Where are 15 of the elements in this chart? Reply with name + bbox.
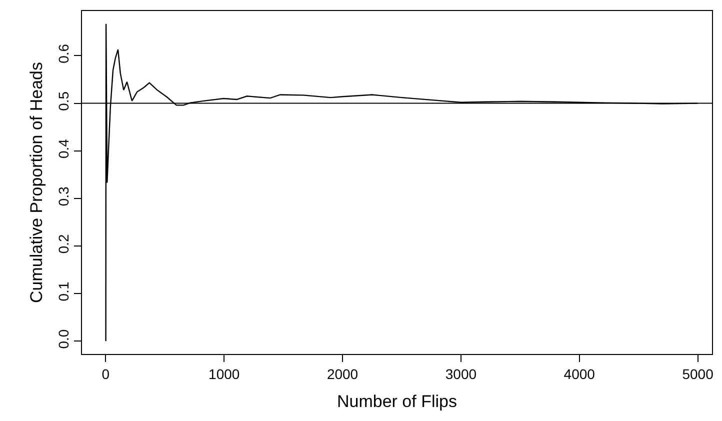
- y-tick-label: 0.3: [55, 186, 72, 206]
- y-tick-label: 0.2: [55, 234, 72, 254]
- x-tick-label: 5000: [682, 366, 714, 382]
- y-tick-label: 0.6: [55, 44, 72, 64]
- y-tick-label: 0.1: [55, 282, 72, 302]
- x-tick-label: 3000: [445, 366, 477, 382]
- x-tick-label: 2000: [326, 366, 358, 382]
- x-tick-label: 1000: [208, 366, 240, 382]
- x-axis-title: Number of Flips: [337, 392, 457, 412]
- x-tick-label: 0: [102, 366, 110, 382]
- y-axis-title: Cumulative Proportion of Heads: [26, 62, 46, 303]
- y-tick-label: 0.0: [55, 329, 72, 349]
- y-tick-label: 0.5: [55, 91, 72, 111]
- y-tick-label: 0.4: [55, 138, 72, 158]
- x-tick-label: 4000: [564, 366, 596, 382]
